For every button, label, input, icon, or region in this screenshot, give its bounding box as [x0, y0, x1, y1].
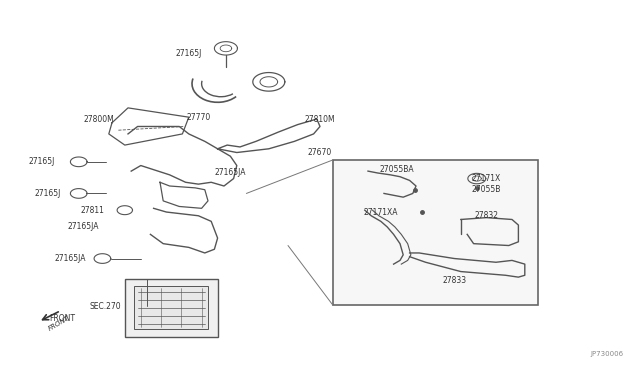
Text: 27165J: 27165J — [175, 49, 202, 58]
Text: 27171XA: 27171XA — [364, 208, 398, 217]
Text: 27832: 27832 — [474, 211, 499, 220]
Text: 27670: 27670 — [308, 148, 332, 157]
Text: JP730006: JP730006 — [591, 351, 624, 357]
Text: FRONT: FRONT — [50, 314, 76, 323]
Text: 27800M: 27800M — [84, 115, 115, 124]
Text: 27055B: 27055B — [472, 185, 501, 194]
Text: SEC.270: SEC.270 — [90, 302, 122, 311]
Text: 27770: 27770 — [186, 113, 211, 122]
FancyBboxPatch shape — [134, 286, 208, 329]
Text: FRONT: FRONT — [47, 315, 70, 332]
FancyBboxPatch shape — [125, 279, 218, 337]
Text: 27171X: 27171X — [472, 174, 501, 183]
Text: 27833: 27833 — [442, 276, 467, 285]
FancyBboxPatch shape — [333, 160, 538, 305]
Text: 27165JA: 27165JA — [214, 169, 246, 177]
Text: 27165JA: 27165JA — [67, 222, 99, 231]
Text: 27810M: 27810M — [305, 115, 335, 124]
Text: 27165J: 27165J — [28, 157, 55, 166]
Text: 27055BA: 27055BA — [380, 165, 414, 174]
Text: 27811: 27811 — [81, 206, 105, 215]
Text: 27165JA: 27165JA — [54, 254, 86, 263]
Text: 27165J: 27165J — [35, 189, 61, 198]
